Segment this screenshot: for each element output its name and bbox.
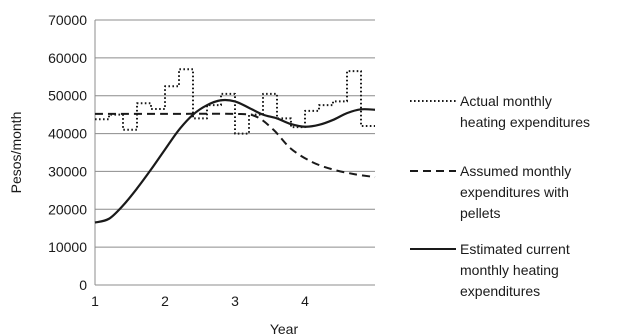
y-tick-label-1: 10000 (48, 239, 87, 255)
legend-label-2-0: Estimated current (460, 241, 570, 257)
gridlines (95, 19, 375, 248)
axes (94, 20, 375, 286)
legend-label-0-1: heating expenditures (460, 114, 590, 130)
legend: Actual monthly heating expenditures Assume… (410, 93, 590, 299)
legend-label-0-0: Actual monthly (460, 93, 552, 109)
y-tick-label-7: 70000 (48, 12, 87, 28)
y-axis-title: Pesos/month (8, 112, 24, 194)
series-line-0 (95, 68, 375, 135)
x-tick-label-2: 3 (231, 293, 239, 309)
tick-labels: 0 10000 20000 30000 40000 50000 60000 70000 1 2 3 4 (48, 12, 309, 309)
x-axis-title: Year (270, 321, 299, 336)
x-tick-label-0: 1 (91, 293, 99, 309)
legend-label-1-2: pellets (460, 205, 500, 221)
x-tick-label-3: 4 (301, 293, 309, 309)
legend-label-2-1: monthly heating (460, 262, 559, 278)
y-tick-label-6: 60000 (48, 50, 87, 66)
series (94, 68, 376, 224)
x-tick-label-1: 2 (161, 293, 169, 309)
y-tick-label-3: 30000 (48, 163, 87, 179)
y-tick-label-2: 20000 (48, 201, 87, 217)
legend-label-1-1: expenditures with (460, 184, 569, 200)
legend-label-2-2: expenditures (460, 283, 540, 299)
legend-label-1-0: Assumed monthly (460, 163, 571, 179)
y-tick-label-4: 40000 (48, 126, 87, 142)
series-line-2 (94, 98, 376, 224)
y-tick-label-5: 50000 (48, 88, 87, 104)
y-tick-label-0: 0 (79, 277, 87, 293)
